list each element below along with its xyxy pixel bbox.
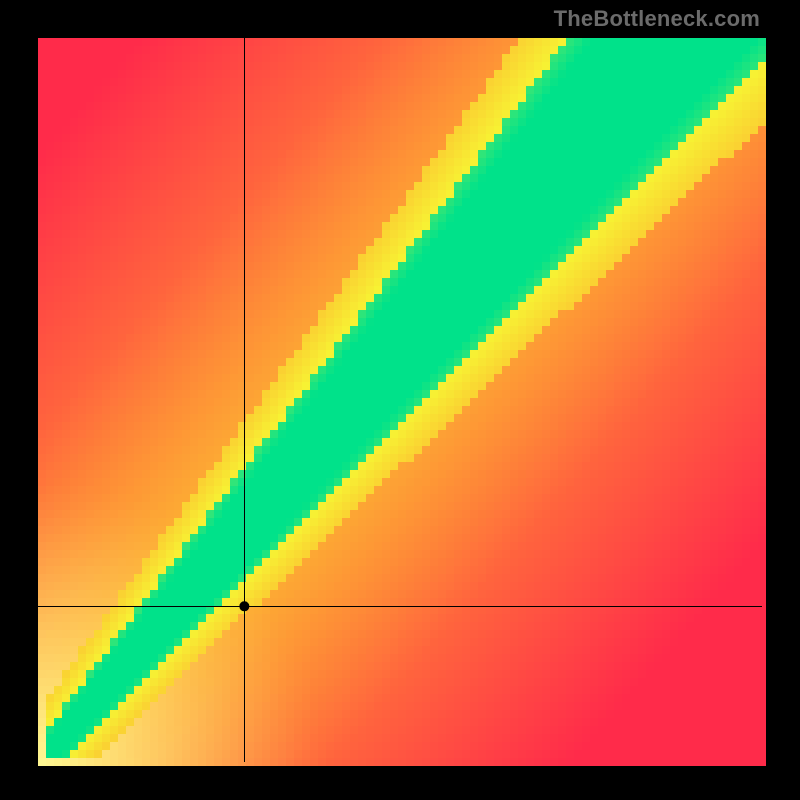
watermark-text: TheBottleneck.com: [554, 6, 760, 32]
bottleneck-heatmap: [0, 0, 800, 800]
